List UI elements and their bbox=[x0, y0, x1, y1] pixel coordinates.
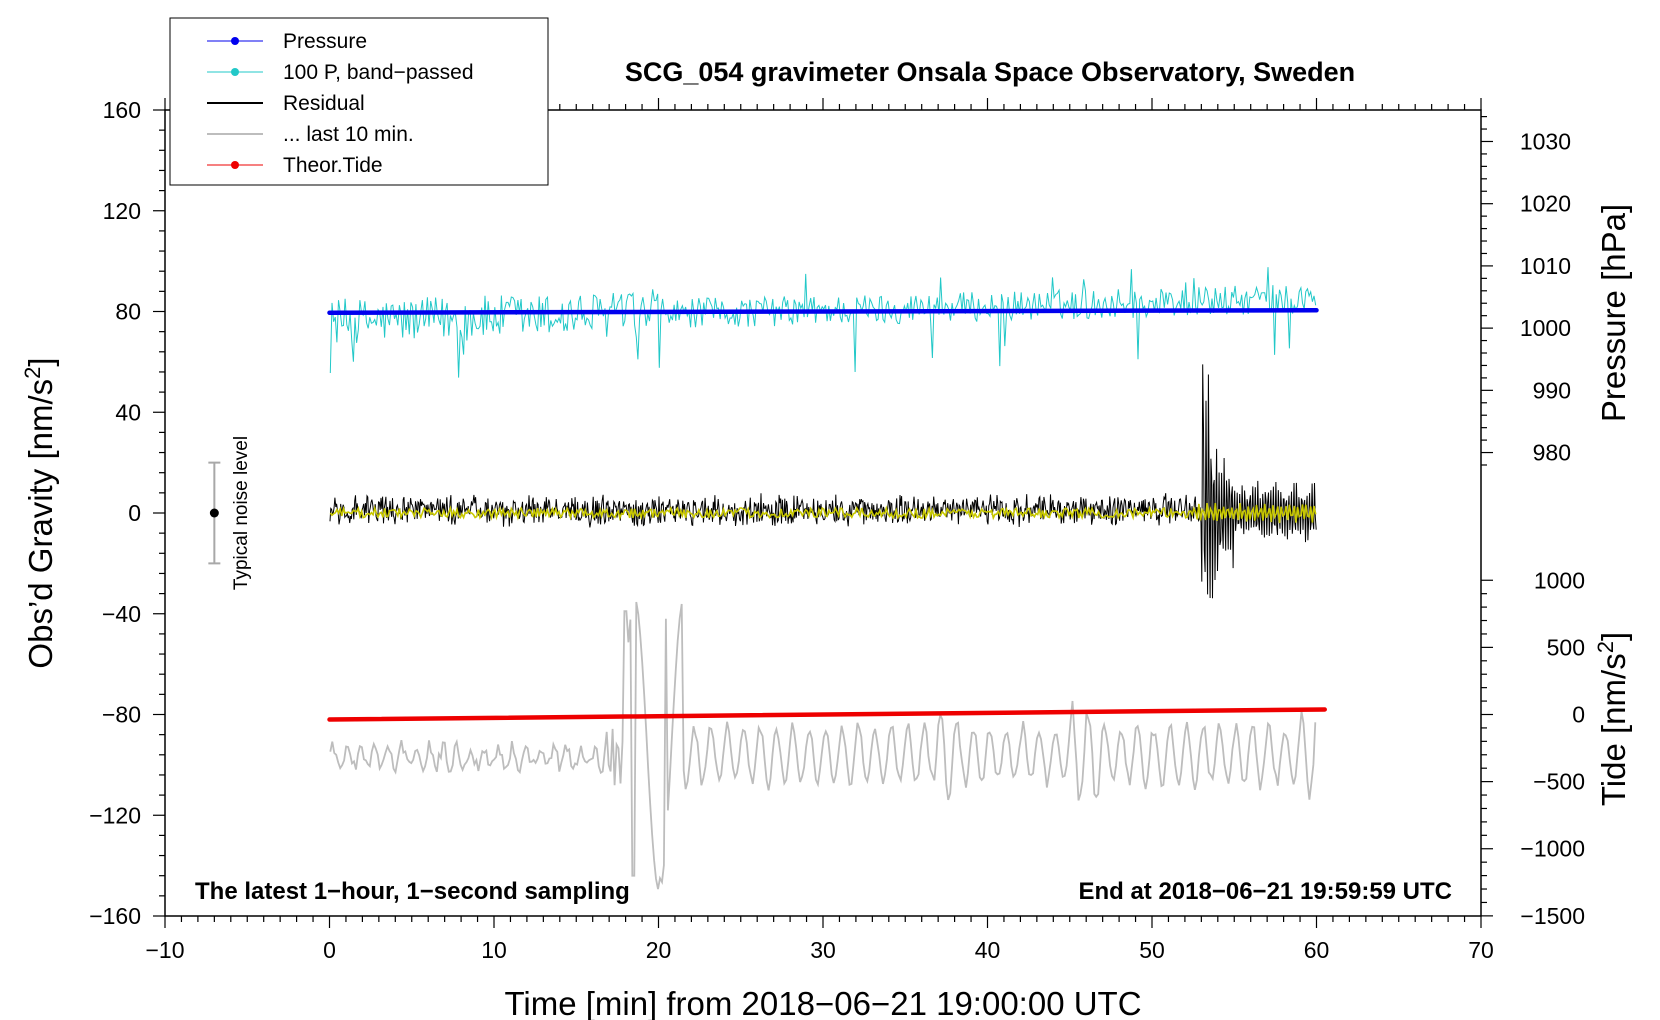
x-tick-label: 70 bbox=[1468, 937, 1494, 963]
legend-swatch-marker bbox=[231, 37, 239, 45]
series-pressure bbox=[327, 307, 1319, 316]
chart-title: SCG_054 gravimeter Onsala Space Observat… bbox=[625, 57, 1355, 87]
y-axis-tide-title-end: ] bbox=[1595, 632, 1632, 641]
legend-swatch-marker bbox=[231, 68, 239, 76]
x-tick-label: −10 bbox=[145, 937, 184, 963]
legend-box bbox=[169, 17, 549, 186]
y-tick-label-left: 0 bbox=[128, 500, 141, 526]
legend-label: ... last 10 min. bbox=[283, 123, 414, 146]
ticks-layer bbox=[153, 98, 1493, 928]
y-axis-tide-title-sup: 2 bbox=[1593, 641, 1618, 653]
legend-swatch-marker bbox=[231, 161, 239, 169]
x-tick-label: 50 bbox=[1139, 937, 1165, 963]
x-tick-label: 0 bbox=[323, 937, 336, 963]
x-tick-label: 30 bbox=[810, 937, 836, 963]
y-tick-label-tide: −500 bbox=[1533, 769, 1585, 795]
noise-level-indicator bbox=[208, 461, 221, 565]
y-axis-tide-title-main: Tide [nm/s bbox=[1595, 653, 1632, 806]
y-tick-label-pressure: 1000 bbox=[1520, 315, 1571, 341]
legend-label: 100 P, band−passed bbox=[283, 61, 474, 84]
y-tick-label-left: 40 bbox=[115, 399, 141, 425]
x-tick-label: 20 bbox=[646, 937, 672, 963]
noise-bar-center-dot bbox=[209, 508, 219, 518]
series-residual-smoothed bbox=[329, 503, 1317, 524]
y-tick-label-tide: 1000 bbox=[1534, 567, 1585, 593]
y-axis-pressure-title: Pressure [hPa] bbox=[1595, 204, 1632, 422]
y-axis-left-title-main: Obs’d Gravity [nm/s bbox=[22, 379, 59, 669]
y-axis-tide-title: Tide [nm/s2] bbox=[1593, 632, 1632, 806]
y-tick-label-left: 120 bbox=[103, 198, 141, 224]
y-tick-label-left: 160 bbox=[103, 97, 141, 123]
legend-label: Theor.Tide bbox=[283, 154, 383, 177]
annotation-end-time: End at 2018−06−21 19:59:59 UTC bbox=[1078, 878, 1452, 905]
y-tick-label-pressure: 1010 bbox=[1520, 253, 1571, 279]
x-tick-label: 10 bbox=[481, 937, 507, 963]
y-tick-label-left: −40 bbox=[102, 601, 141, 627]
y-axis-left-title-sup: 2 bbox=[20, 367, 45, 379]
series-last-10-min bbox=[329, 601, 1317, 890]
series-theor-tide bbox=[327, 707, 1327, 722]
y-tick-label-left: −120 bbox=[89, 802, 141, 828]
y-tick-label-left: −160 bbox=[89, 903, 141, 929]
y-tick-label-pressure: 1020 bbox=[1520, 191, 1571, 217]
y-tick-label-tide: 500 bbox=[1547, 634, 1585, 660]
legend-label: Residual bbox=[283, 92, 365, 115]
y-axis-left-title: Obs’d Gravity [nm/s2] bbox=[20, 357, 59, 668]
x-tick-label: 40 bbox=[975, 937, 1001, 963]
y-tick-label-tide: −1500 bbox=[1520, 903, 1585, 929]
x-axis-title: Time [min] from 2018−06−21 19:00:00 UTC bbox=[504, 985, 1141, 1020]
x-tick-label: 60 bbox=[1304, 937, 1330, 963]
y-axis-left-title-end: ] bbox=[22, 357, 59, 366]
y-tick-label-pressure: 980 bbox=[1533, 440, 1571, 466]
tick-labels-layer: −10 0 10 20 30 40 50 60 70−160−120−80−4004080120… bbox=[89, 97, 1585, 963]
y-tick-label-tide: 0 bbox=[1572, 702, 1585, 728]
y-tick-label-left: −80 bbox=[102, 702, 141, 728]
y-tick-label-pressure: 990 bbox=[1533, 377, 1571, 403]
y-tick-label-left: 80 bbox=[115, 299, 141, 325]
annotation-sampling: The latest 1−hour, 1−second sampling bbox=[195, 878, 630, 905]
series-layer bbox=[327, 267, 1327, 890]
legend-label: Pressure bbox=[283, 30, 367, 53]
noise-level-label: Typical noise level bbox=[231, 436, 252, 590]
legend: Pressure 100 P, band−passed Residual ... la… bbox=[169, 17, 549, 186]
y-tick-label-tide: −1000 bbox=[1520, 836, 1585, 862]
y-tick-label-pressure: 1030 bbox=[1520, 128, 1571, 154]
